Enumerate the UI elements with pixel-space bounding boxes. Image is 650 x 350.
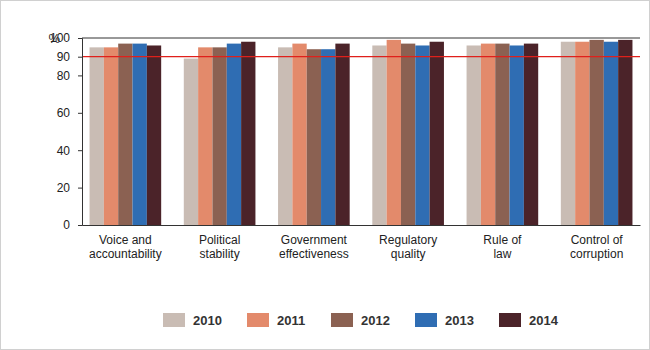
- x-tick: Control ofcorruption: [570, 225, 623, 261]
- x-tick-label: Regulatoryquality: [379, 233, 437, 261]
- bar: [415, 45, 429, 225]
- legend-item: 2011: [247, 313, 305, 328]
- bar: [241, 42, 255, 225]
- legend-item: 2012: [331, 313, 390, 328]
- legend-swatch: [163, 313, 185, 327]
- bar: [618, 40, 632, 225]
- y-tick-mark: [78, 113, 82, 114]
- bar: [387, 40, 401, 225]
- y-tick-label: 0: [63, 218, 70, 232]
- bar: [133, 44, 147, 225]
- legend-item: 2014: [499, 313, 559, 328]
- y-tick-mark: [78, 38, 82, 39]
- bar: [90, 47, 104, 225]
- bar: [575, 42, 589, 225]
- y-axis-title: %: [48, 31, 60, 46]
- x-tick: Rule oflaw: [483, 225, 522, 261]
- x-tick-label: Politicalstability: [199, 233, 240, 261]
- frame: [1, 1, 650, 350]
- bar: [278, 47, 292, 225]
- top-line: [82, 38, 640, 39]
- bar: [335, 44, 349, 225]
- y-axis: 02040608090100: [50, 31, 83, 232]
- bar: [104, 47, 118, 225]
- legend-label: 2013: [445, 313, 474, 328]
- bar: [495, 44, 509, 225]
- legend-swatch: [415, 313, 437, 327]
- legend-label: 2010: [193, 313, 222, 328]
- legend-label: 2012: [361, 313, 390, 328]
- y-tick-mark: [78, 150, 82, 151]
- bar: [198, 47, 212, 225]
- legend-item: 2010: [163, 313, 222, 328]
- legend-swatch: [247, 313, 269, 327]
- bar: [372, 45, 386, 225]
- y-tick-mark: [78, 75, 82, 76]
- x-tick: Governmenteffectiveness: [279, 225, 349, 261]
- y-tick-label: 90: [57, 50, 71, 64]
- legend-label: 2011: [277, 313, 305, 328]
- y-tick-label: 40: [57, 144, 71, 158]
- bar: [184, 59, 198, 225]
- legend-swatch: [331, 313, 353, 327]
- plot: 02040608090100%Voice andaccountabilityPo…: [48, 31, 640, 261]
- legend: 2010 2011 2012 2013 2014: [163, 313, 559, 328]
- legend-item: 2013: [415, 313, 474, 328]
- bar: [212, 47, 226, 225]
- bar: [430, 42, 444, 225]
- bar: [467, 45, 481, 225]
- y-tick-mark: [78, 188, 82, 189]
- y-tick: 20: [57, 181, 82, 195]
- bar: [510, 45, 524, 225]
- bar: [227, 44, 241, 225]
- bar: [147, 45, 161, 225]
- bar: [401, 44, 415, 225]
- bar: [524, 44, 538, 225]
- x-tick: Voice andaccountability: [89, 225, 162, 261]
- y-tick: 60: [57, 106, 82, 120]
- bars: [90, 40, 633, 225]
- x-tick: Regulatoryquality: [379, 225, 437, 261]
- x-axis: Voice andaccountability Politicalstabilit…: [83, 225, 641, 261]
- bar: [481, 44, 495, 225]
- bar: [589, 40, 603, 225]
- x-tick-label: Voice andaccountability: [89, 233, 162, 261]
- y-tick: 0: [63, 218, 82, 232]
- y-tick: 80: [57, 69, 82, 83]
- y-tick-label: 20: [57, 181, 71, 195]
- x-tick-label: Rule oflaw: [483, 233, 522, 261]
- y-tick-mark: [78, 57, 82, 58]
- legend-swatch: [499, 313, 521, 327]
- y-axis-line: [78, 39, 83, 226]
- x-tick: Politicalstability: [199, 225, 240, 261]
- bar: [307, 49, 321, 225]
- bar: [561, 42, 575, 225]
- x-tick-label: Governmenteffectiveness: [279, 233, 349, 261]
- y-tick: 90: [57, 50, 82, 64]
- reference-line: [82, 56, 640, 57]
- chart: 02040608090100%Voice andaccountabilityPo…: [0, 0, 650, 350]
- x-axis-line: [83, 225, 641, 226]
- y-tick: 40: [57, 144, 82, 158]
- y-tick-mark: [78, 225, 82, 226]
- y-tick-label: 80: [57, 69, 71, 83]
- bar: [292, 44, 306, 225]
- bar: [118, 44, 132, 225]
- legend-label: 2014: [529, 313, 559, 328]
- x-tick-label: Control ofcorruption: [570, 233, 623, 261]
- bar: [321, 49, 335, 225]
- y-tick-label: 60: [57, 106, 71, 120]
- bar: [604, 42, 618, 225]
